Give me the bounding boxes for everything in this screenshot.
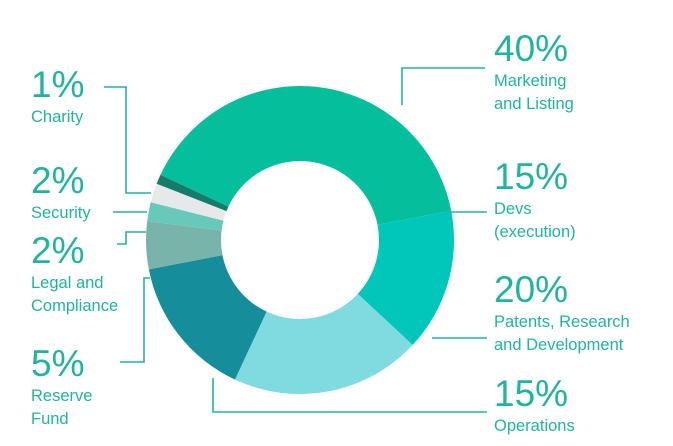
label-legal: 2% Legal and Compliance bbox=[31, 232, 118, 318]
label-patents-name: Patents, Research and Development bbox=[494, 313, 630, 354]
label-charity-name: Charity bbox=[31, 108, 84, 126]
leader-line-reserve bbox=[120, 277, 150, 363]
label-devs-percent: 15% bbox=[494, 156, 569, 197]
label-operations-percent: 15% bbox=[494, 373, 569, 414]
slice-marketing bbox=[160, 86, 452, 225]
label-marketing-percent: 40% bbox=[494, 28, 569, 69]
label-operations: 15% Operations bbox=[494, 375, 575, 438]
slice-devs bbox=[357, 210, 455, 346]
label-reserve: 5% Reserve Fund bbox=[31, 345, 92, 431]
label-devs-name: Devs (execution) bbox=[494, 200, 576, 241]
donut-slices bbox=[146, 86, 455, 395]
leader-line-operations bbox=[212, 378, 487, 413]
label-marketing: 40% Marketing and Listing bbox=[494, 30, 574, 116]
label-security-name: Security bbox=[31, 204, 91, 222]
label-security-percent: 2% bbox=[31, 160, 85, 201]
slice-legal bbox=[147, 202, 224, 231]
label-reserve-name: Reserve Fund bbox=[31, 387, 93, 428]
label-patents: 20% Patents, Research and Development bbox=[494, 271, 630, 357]
leader-line-marketing bbox=[401, 67, 485, 105]
label-patents-percent: 20% bbox=[494, 269, 569, 310]
label-security: 2% Security bbox=[31, 162, 91, 225]
label-operations-name: Operations bbox=[494, 417, 575, 435]
label-reserve-percent: 5% bbox=[31, 343, 85, 384]
slice-charity bbox=[156, 174, 229, 212]
leader-lines bbox=[104, 67, 487, 413]
slice-operations bbox=[148, 255, 267, 380]
slice-patents bbox=[234, 293, 413, 395]
leader-line-legal bbox=[117, 231, 146, 245]
label-marketing-name: Marketing and Listing bbox=[494, 72, 574, 113]
label-charity: 1% Charity bbox=[31, 66, 84, 129]
label-devs: 15% Devs (execution) bbox=[494, 158, 576, 244]
leader-line-charity bbox=[104, 86, 151, 194]
slice-reserve bbox=[146, 221, 223, 270]
label-legal-name: Legal and Compliance bbox=[31, 274, 119, 315]
label-charity-percent: 1% bbox=[31, 64, 85, 105]
label-legal-percent: 2% bbox=[31, 230, 85, 271]
slice-security bbox=[150, 183, 227, 221]
